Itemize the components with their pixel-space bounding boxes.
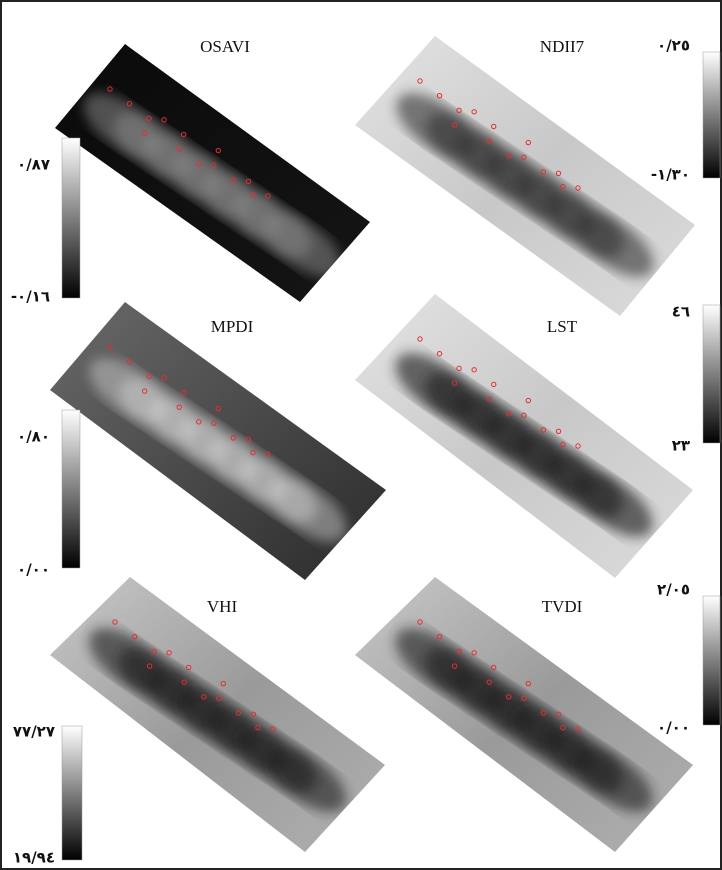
map-panel: VHI ٧٧/٢٧ ١٩/٩٤ <box>13 577 385 867</box>
colorbar <box>62 726 82 860</box>
panel-title: VHI <box>207 597 238 616</box>
figure: OSAVI ٠/٨٧ -٠/١٦ NDII7 ٠/٢٥ -١/٣٠ MPDI ٠/٨٠ ٠/٠٠… <box>0 0 722 870</box>
colorbar-min: ٢٣ <box>672 437 690 455</box>
map-panel: NDII7 ٠/٢٥ -١/٣٠ <box>355 36 720 316</box>
map-panel: OSAVI ٠/٨٧ -٠/١٦ <box>11 37 370 306</box>
colorbar-min: ٠/٠٠ <box>657 719 690 737</box>
map-panel: LST ٤٦ ٢٣ <box>355 294 720 578</box>
colorbar <box>62 410 80 568</box>
colorbar-max: ٤٦ <box>672 303 690 321</box>
panel-title: MPDI <box>211 317 254 336</box>
colorbar-min: -١/٣٠ <box>651 166 690 184</box>
colorbar-max: ٠/٨٠ <box>17 428 50 446</box>
panel-title: OSAVI <box>200 37 250 56</box>
panel-title: NDII7 <box>540 37 585 56</box>
colorbar-min: -٠/١٦ <box>11 288 50 306</box>
panel-title: LST <box>547 317 578 336</box>
colorbar <box>703 596 720 725</box>
colorbar-min: ١٩/٩٤ <box>13 849 55 867</box>
colorbar-max: ٢/٠٥ <box>657 581 690 599</box>
colorbar <box>62 138 80 298</box>
colorbar-min: ٠/٠٠ <box>17 561 50 579</box>
panel-title: TVDI <box>542 597 583 616</box>
colorbar-max: ٠/٨٧ <box>17 156 50 174</box>
colorbar <box>703 305 720 443</box>
map-panel: TVDI ٢/٠٥ ٠/٠٠ <box>355 577 720 852</box>
colorbar <box>703 52 720 178</box>
colorbar-max: ٧٧/٢٧ <box>13 723 55 741</box>
map-panel: MPDI ٠/٨٠ ٠/٠٠ <box>17 302 386 580</box>
colorbar-max: ٠/٢٥ <box>657 37 690 55</box>
